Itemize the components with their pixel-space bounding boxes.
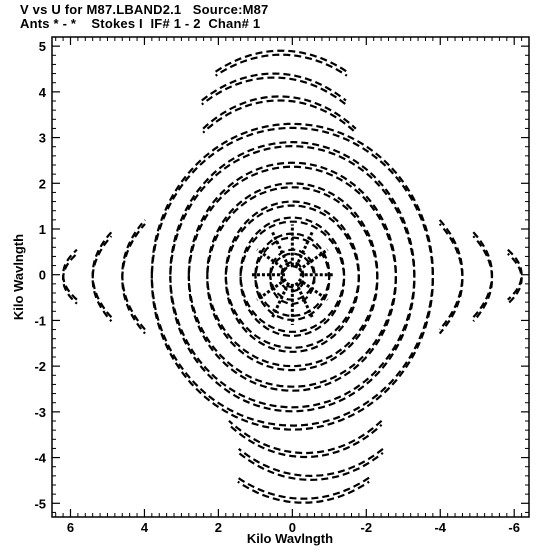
- y-tick-label: -2: [34, 359, 46, 374]
- uv-track: [150, 122, 434, 427]
- uv-short-baseline-spoke: [270, 281, 291, 319]
- x-tick-label: -2: [361, 520, 373, 535]
- uv-short-baseline-spoke: [294, 230, 315, 268]
- uv-track-conjugate: [239, 220, 346, 337]
- x-tick-label: 2: [215, 520, 222, 535]
- axis-tick-labels: 6 4 2 0 -2 -4 -6 -5 -4 -3 -2 -1 0 1 2 3 4 5: [34, 39, 520, 535]
- y-tick-label: -3: [34, 405, 46, 420]
- uv-short-baseline-spoke: [297, 248, 329, 272]
- uv-track-conjugate: [507, 252, 523, 305]
- plot-area: [61, 49, 523, 504]
- x-tick-label: 6: [67, 520, 74, 535]
- uv-track: [472, 231, 494, 318]
- y-tick-label: -1: [34, 313, 46, 328]
- uv-track: [224, 200, 361, 349]
- uv-short-baseline-spoke: [297, 278, 329, 302]
- uv-track: [121, 219, 146, 331]
- y-axis-label: Kilo Wavlngth: [11, 234, 26, 320]
- uv-track: [187, 161, 398, 388]
- y-tick-label: -4: [34, 451, 46, 466]
- x-tick-label: 4: [141, 520, 149, 535]
- uv-track-conjugate: [438, 223, 464, 335]
- y-tick-label: -5: [34, 496, 46, 511]
- uv-track-conjugate: [254, 236, 331, 321]
- uv-track-conjugate: [91, 235, 113, 322]
- y-tick-label: 4: [39, 85, 47, 100]
- y-tick-label: 0: [39, 268, 46, 283]
- uv-track-conjugate: [238, 452, 384, 482]
- y-tick-label: 5: [39, 39, 46, 54]
- uv-short-baseline-spoke: [294, 281, 315, 319]
- uv-short-baseline-spoke: [270, 230, 291, 268]
- uv-track: [507, 248, 523, 301]
- uv-track-conjugate: [215, 53, 348, 77]
- y-tick-label: 1: [39, 222, 46, 237]
- uv-track: [206, 182, 379, 368]
- uv-track-conjugate: [201, 76, 347, 106]
- x-tick-label: -6: [508, 520, 520, 535]
- uv-short-baseline-spoke: [256, 248, 287, 272]
- x-tick-label: 0: [289, 520, 296, 535]
- uv-track: [239, 216, 346, 333]
- uv-track: [61, 248, 78, 301]
- uv-track: [215, 49, 348, 73]
- uv-track: [238, 448, 384, 478]
- y-tick-label: 3: [39, 131, 46, 146]
- uv-track: [91, 231, 113, 318]
- uv-track-conjugate: [224, 204, 361, 353]
- uv-track-conjugate: [121, 223, 146, 335]
- x-tick-label: -4: [434, 520, 446, 535]
- plot-frame: [51, 36, 530, 518]
- plot-title-line-1: V vs U for M87.LBAND2.1 Source:M87: [20, 2, 269, 17]
- uv-track: [438, 219, 464, 331]
- plot-title-line-2: Ants * - * Stokes I IF# 1 - 2 Chan# 1: [20, 16, 261, 31]
- uv-track-conjugate: [61, 252, 78, 305]
- uv-track-conjugate: [269, 252, 316, 305]
- uv-track-conjugate: [206, 186, 379, 372]
- x-axis-label: Kilo Wavlngth: [247, 531, 333, 546]
- axis-ticks: [52, 37, 530, 517]
- uv-track-conjugate: [228, 423, 383, 459]
- uv-track-conjugate: [202, 99, 357, 134]
- uv-short-baseline-spoke: [256, 278, 287, 302]
- uv-track-conjugate: [187, 165, 398, 392]
- y-tick-label: 2: [39, 176, 46, 191]
- uv-track: [201, 72, 347, 102]
- uv-track: [237, 476, 370, 500]
- uv-track-conjugate: [150, 126, 434, 431]
- uv-track-conjugate: [472, 235, 494, 322]
